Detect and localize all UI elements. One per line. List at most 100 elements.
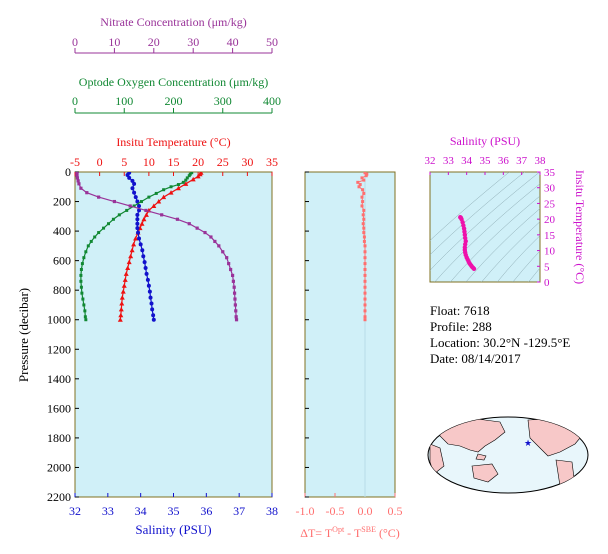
temperature-tick-label: -5: [70, 155, 80, 169]
nitrate-tick-label: 50: [266, 35, 278, 49]
density-contour: [528, 267, 540, 282]
nitrate-point: [195, 226, 199, 230]
salinity-point: [149, 301, 154, 306]
salinity-point: [135, 226, 140, 231]
temperature-axis: -5 0 5 10 15 20 25 30 35 Insitu Temperature (°C): [70, 135, 278, 176]
delta-t-point: [363, 318, 367, 322]
delta-t-point: [363, 285, 367, 289]
oxygen-point: [111, 217, 115, 221]
temperature-point: [120, 289, 126, 294]
ts-diagram: 32 33 34 35 36 37 38 0 5 10 15 20 25 30 35 Salinity (P…: [425, 134, 588, 289]
delta-t-point: [363, 297, 367, 301]
delta-t-axis-label: ΔT= TOpt - TSBE (°C): [300, 525, 400, 540]
temperature-point: [143, 212, 149, 217]
salinity-point: [151, 317, 156, 322]
salinity-point: [130, 178, 135, 183]
salinity-point: [150, 307, 155, 312]
ts-background: [429, 171, 541, 283]
temperature-tick-label: 10: [143, 155, 155, 169]
ts-x-tick-label: 35: [480, 155, 492, 167]
temperature-point: [161, 194, 167, 200]
nitrate-point: [203, 230, 207, 235]
delta-t-point: [361, 200, 365, 204]
delta-t-point: [363, 250, 367, 254]
nitrate-tick-label: 40: [227, 35, 239, 49]
ts-x-tick-label: 37: [516, 155, 528, 167]
temperature-point: [129, 247, 135, 253]
nitrate-point: [76, 179, 80, 183]
temperature-point: [168, 190, 174, 195]
oxygen-point: [154, 191, 158, 195]
temperature-point: [126, 259, 132, 265]
oxygen-point: [181, 180, 185, 184]
delta-t-point: [362, 217, 366, 221]
temperature-tick-label: 25: [217, 155, 229, 169]
oxygen-point: [93, 235, 97, 239]
float-location-marker: ★: [524, 438, 532, 448]
density-contour: [434, 183, 540, 282]
density-contour: [496, 235, 540, 282]
nitrate-point: [160, 213, 164, 217]
salinity-axis-label: Salinity (PSU): [135, 522, 211, 537]
salinity-point: [137, 236, 142, 241]
oxygen-point: [80, 291, 84, 295]
salinity-point: [144, 271, 149, 276]
nitrate-point: [233, 303, 237, 307]
salinity-point: [127, 175, 132, 180]
temperature-point: [133, 235, 139, 241]
salinity-point: [137, 203, 142, 208]
pressure-tick-label: 2200: [47, 490, 71, 504]
salinity-point: [146, 283, 151, 288]
salinity-point: [151, 313, 156, 318]
nitrate-point: [209, 235, 213, 239]
salinity-point: [135, 199, 140, 204]
salinity-point: [132, 181, 137, 186]
delta-t-point: [358, 183, 362, 187]
oxygen-point: [83, 309, 87, 313]
oxygen-point: [147, 195, 151, 199]
nitrate-point: [217, 244, 221, 248]
temperature-point: [131, 241, 137, 247]
delta-t-point: [361, 188, 365, 192]
delta-t-point: [356, 180, 360, 184]
nitrate-point: [85, 191, 89, 195]
oxygen-point: [106, 222, 110, 226]
nitrate-point: [232, 285, 236, 289]
temperature-tick-label: 30: [241, 155, 253, 169]
nitrate-tick-label: 20: [148, 35, 160, 49]
nitrate-point: [112, 199, 116, 204]
pressure-tick-label: 0: [65, 165, 71, 179]
temperature-point: [123, 271, 129, 276]
temperature-tick-label: 20: [192, 155, 204, 169]
nitrate-point: [221, 250, 225, 254]
temperature-axis-label: Insitu Temperature (°C): [116, 135, 230, 149]
nitrate-tick-label: 0: [72, 35, 78, 49]
oxygen-tick-label: 0: [72, 94, 78, 108]
delta-t-point: [362, 235, 366, 239]
salinity-point: [142, 260, 147, 265]
oxygen-point: [97, 231, 101, 235]
pressure-tick-label: 1000: [47, 313, 71, 327]
oxygen-point: [132, 204, 136, 208]
oxygen-point: [139, 200, 143, 204]
density-contour: [430, 172, 510, 241]
oxygen-point: [187, 174, 191, 178]
salinity-point: [136, 230, 141, 235]
temperature-point: [151, 203, 157, 208]
ts-y-tick-label: 0: [544, 277, 550, 289]
delta-t-point: [361, 222, 365, 226]
temperature-point: [119, 300, 125, 306]
nitrate-point: [213, 239, 217, 244]
pressure-tick-label: 800: [53, 283, 71, 297]
oxygen-point: [162, 188, 166, 192]
ts-point: [458, 215, 463, 220]
float-id: Float: 7618: [430, 303, 490, 318]
delta-t-point: [363, 244, 367, 248]
ts-y-tick-label: 20: [544, 214, 556, 226]
profile-number: Profile: 288: [430, 319, 492, 334]
nitrate-point: [231, 273, 235, 278]
salinity-point: [135, 221, 140, 226]
oxygen-point: [169, 185, 173, 189]
delta-t-point: [363, 291, 367, 295]
pressure-axis: 0 200 400 600 800 1000 1200 1400 1600 1800 2000 220…: [47, 165, 79, 504]
